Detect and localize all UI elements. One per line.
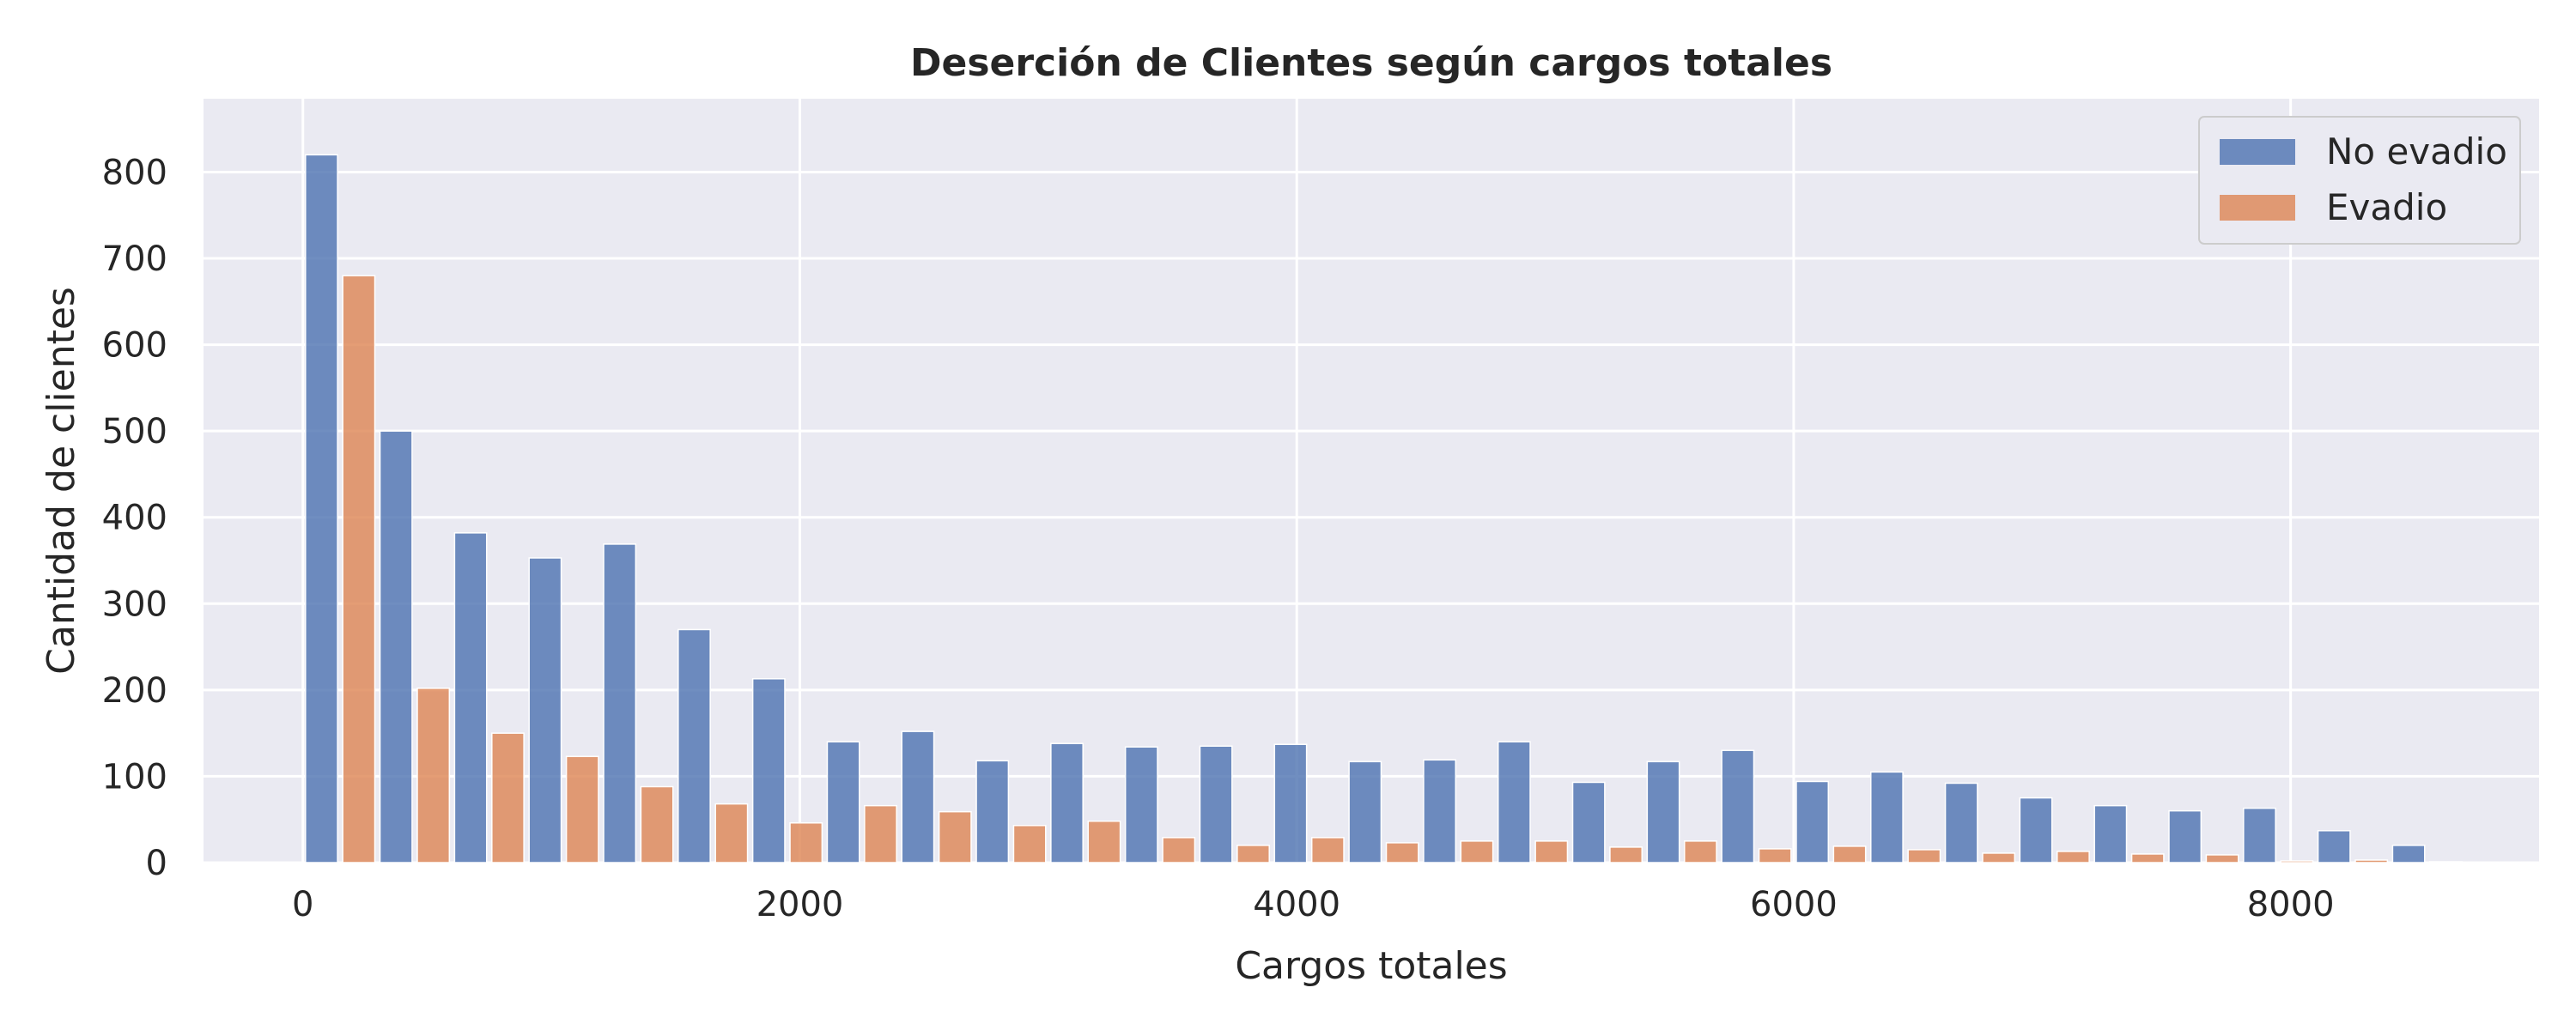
bar-no-evadio: [1273, 743, 1308, 863]
bar-evadio: [491, 732, 525, 863]
bar-no-evadio: [901, 730, 935, 863]
plot-background: [204, 99, 2539, 863]
bar-evadio: [1162, 837, 1196, 863]
bar-no-evadio: [2317, 830, 2351, 863]
bar-no-evadio: [603, 543, 637, 863]
bar-evadio: [2280, 860, 2314, 863]
bar-no-evadio: [305, 154, 338, 863]
bar-evadio: [1087, 820, 1121, 863]
y-tick-label: 700: [102, 239, 167, 279]
y-tick-label: 400: [102, 499, 167, 538]
bar-no-evadio: [1646, 760, 1680, 863]
bar-no-evadio: [2243, 807, 2276, 863]
bar-no-evadio: [2019, 797, 2053, 863]
y-tick-label: 100: [102, 757, 167, 797]
bar-no-evadio: [1199, 745, 1233, 863]
bar-evadio: [2354, 859, 2389, 863]
chart-title: Deserción de Clientes según cargos total…: [910, 41, 1832, 85]
bar-no-evadio: [1050, 742, 1084, 863]
bar-no-evadio: [2391, 845, 2426, 863]
bar-evadio: [2205, 854, 2239, 863]
bar-no-evadio: [826, 741, 860, 863]
bar-evadio: [714, 803, 749, 863]
bar-evadio: [1460, 840, 1494, 863]
x-tick-label: 8000: [2247, 885, 2335, 924]
x-tick-labels: 0 2000 4000 6000 8000: [292, 885, 2335, 924]
bar-evadio: [789, 821, 823, 863]
y-tick-label: 500: [102, 412, 167, 451]
legend-label-no-evadio: No evadio: [2326, 130, 2507, 173]
bar-no-evadio: [1721, 749, 1755, 863]
bar-no-evadio: [677, 628, 711, 863]
legend-swatch-no-evadio: [2220, 139, 2295, 165]
bar-evadio: [565, 755, 599, 863]
bar-evadio: [640, 785, 674, 863]
bar-no-evadio: [453, 532, 488, 863]
bar-no-evadio: [1944, 782, 1978, 863]
x-axis-label: Cargos totales: [1235, 944, 1507, 988]
bar-evadio: [1609, 846, 1643, 863]
bar-no-evadio: [975, 760, 1010, 863]
bar-no-evadio: [1795, 780, 1830, 863]
y-tick-label: 300: [102, 585, 167, 624]
x-tick-label: 6000: [1750, 885, 1838, 924]
legend: No evadio Evadio: [2198, 116, 2521, 245]
bar-evadio: [1832, 845, 1867, 863]
bar-no-evadio: [1870, 771, 1904, 863]
bar-no-evadio: [2093, 804, 2128, 863]
bar-evadio: [2130, 853, 2165, 863]
y-tick-label: 200: [102, 671, 167, 711]
y-tick-label: 600: [102, 326, 167, 366]
bar-evadio: [1534, 840, 1569, 863]
bar-evadio: [1683, 840, 1717, 863]
bars-group: [305, 154, 2463, 863]
bar-no-evadio: [1348, 760, 1382, 863]
x-tick-label: 0: [292, 885, 313, 924]
bar-evadio: [342, 275, 376, 863]
bar-no-evadio: [1124, 746, 1158, 863]
bar-evadio: [1310, 837, 1345, 863]
bar-evadio: [2429, 861, 2463, 863]
bar-no-evadio: [528, 557, 562, 863]
bar-evadio: [1385, 842, 1419, 863]
x-tick-label: 4000: [1253, 885, 1340, 924]
y-axis-label: Cantidad de clientes: [39, 287, 83, 675]
bar-evadio: [1236, 845, 1270, 863]
bar-no-evadio: [751, 678, 786, 863]
bar-evadio: [2057, 851, 2090, 863]
bar-evadio: [416, 688, 451, 863]
bar-evadio: [1758, 848, 1792, 863]
bar-evadio: [1907, 849, 1941, 863]
bar-no-evadio: [1571, 781, 1606, 863]
bar-no-evadio: [379, 430, 413, 863]
bar-evadio: [938, 810, 972, 863]
legend-swatch-evadio: [2220, 195, 2295, 221]
bar-no-evadio: [1497, 741, 1531, 863]
y-tick-label: 0: [146, 844, 167, 883]
bar-no-evadio: [1423, 759, 1456, 863]
bar-evadio: [1982, 852, 2016, 863]
x-tick-label: 2000: [756, 885, 844, 924]
bar-evadio: [1012, 825, 1047, 863]
bar-no-evadio: [2168, 809, 2202, 863]
legend-label-evadio: Evadio: [2326, 186, 2447, 228]
y-tick-labels: 0 100 200 300 400 500 600 700 800: [102, 153, 167, 883]
y-tick-label: 800: [102, 153, 167, 192]
bar-evadio: [864, 804, 897, 863]
